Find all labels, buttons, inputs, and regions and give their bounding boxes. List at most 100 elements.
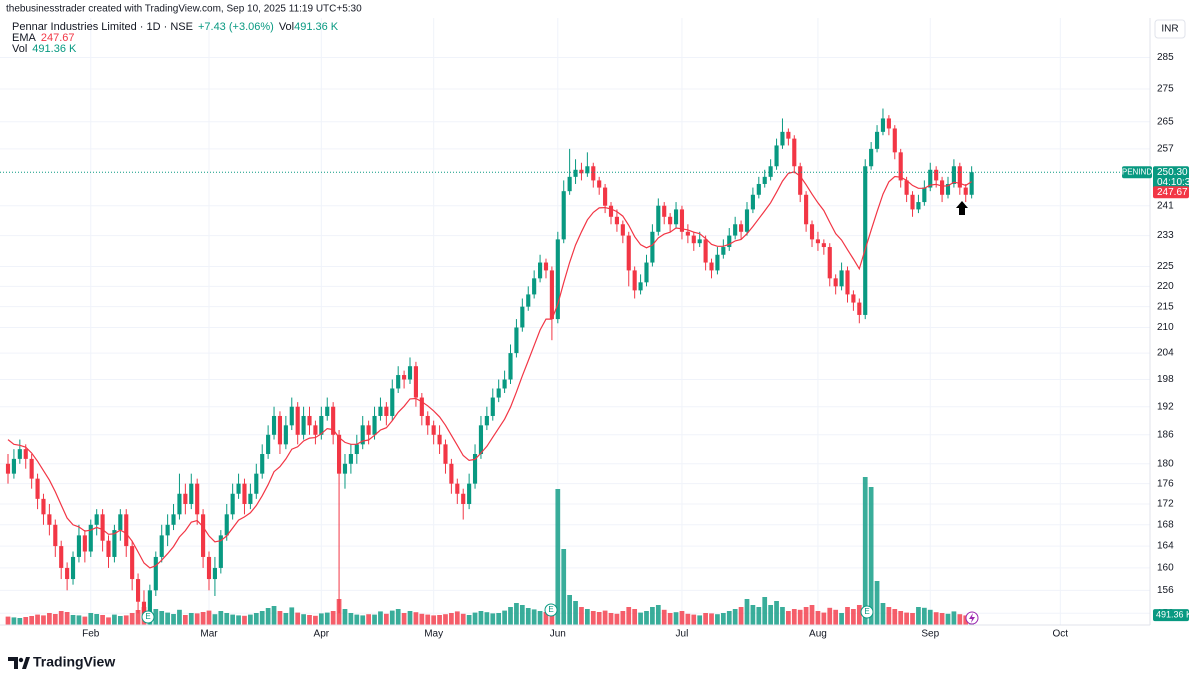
candle-body	[892, 128, 897, 153]
candle-body	[774, 145, 779, 167]
volume-bar	[259, 611, 265, 625]
volume-bar	[614, 613, 620, 625]
volume-bar	[496, 613, 502, 625]
volume-bar	[17, 618, 23, 625]
volume-bar	[555, 489, 561, 625]
volume-bar	[945, 613, 951, 625]
candle-body	[809, 224, 815, 240]
candle-body	[839, 270, 844, 287]
volume-bar	[200, 612, 206, 625]
volume-bar	[449, 613, 454, 625]
candle-body	[922, 187, 927, 203]
volume-bar	[283, 613, 289, 625]
candle-body	[638, 282, 643, 291]
candle-body	[70, 556, 76, 580]
volume-bar	[437, 615, 442, 625]
candle-body	[266, 434, 271, 455]
volume-bar	[786, 611, 791, 625]
volume-bar	[76, 615, 82, 625]
candle-body	[17, 449, 22, 459]
candle-body	[827, 247, 832, 279]
y-tick-label: 210	[1157, 322, 1174, 333]
candle-body	[413, 366, 418, 398]
volume-bar	[490, 613, 496, 625]
currency-box[interactable]	[1154, 19, 1186, 39]
candle-body	[242, 483, 247, 504]
volume-bar	[401, 613, 407, 625]
y-tick-label: 156	[1157, 585, 1174, 596]
ema-line	[7, 171, 972, 569]
y-tick-label: 265	[1157, 116, 1174, 127]
candle-body	[620, 224, 625, 236]
candle-body	[295, 406, 300, 435]
candle-body	[467, 483, 472, 504]
volume-bar	[531, 609, 537, 625]
volume-bar	[478, 611, 484, 625]
volume-bar	[904, 612, 909, 625]
volume-bar	[165, 612, 170, 625]
volume-bar	[360, 615, 366, 625]
volume-bar	[579, 607, 584, 625]
candle-body	[549, 270, 554, 320]
volume-bar	[768, 605, 774, 625]
volume-bar	[803, 607, 809, 625]
volume-bar	[318, 613, 324, 625]
candle-body	[969, 172, 974, 195]
candle-body	[951, 166, 956, 184]
candle-body	[431, 425, 436, 435]
volume-bar	[47, 613, 52, 625]
volume-bar	[425, 614, 431, 625]
candle-body	[608, 205, 614, 217]
candle-body	[685, 231, 690, 236]
candle-body	[502, 379, 507, 389]
volume-bar	[685, 613, 691, 625]
volume-bar	[827, 607, 833, 625]
currency[interactable]: INR	[1161, 24, 1178, 35]
volume-bar	[738, 607, 744, 625]
candle-body	[472, 454, 478, 484]
candle-body	[94, 514, 99, 525]
candle-body	[331, 406, 336, 435]
volume-bar	[851, 609, 856, 625]
candle-body	[425, 415, 430, 426]
volume-bar	[171, 614, 176, 625]
candle-body	[348, 454, 353, 464]
volume-bar	[809, 605, 815, 625]
candle-body	[248, 493, 253, 504]
y-tick-label: 160	[1157, 563, 1174, 574]
volume-bar	[253, 613, 259, 625]
candle-body	[614, 216, 619, 225]
candle-body	[886, 118, 891, 129]
last-price: 250.30	[1157, 167, 1188, 178]
volume-bar	[29, 616, 35, 625]
volume-bar	[188, 613, 194, 625]
volume-bar	[277, 611, 283, 625]
attribution: thebusinesstrader created with TradingVi…	[6, 4, 362, 15]
volume-bar	[58, 611, 64, 625]
volume-bar	[874, 581, 880, 625]
candle-body	[496, 388, 501, 398]
candle-body	[88, 524, 93, 552]
candle-body	[301, 415, 306, 435]
volume-bar	[212, 614, 218, 625]
volume-bar	[638, 612, 643, 625]
arrow-annotation	[956, 201, 968, 215]
candle-body	[673, 209, 679, 225]
ema-price: 247.67	[1157, 187, 1188, 198]
candle-body	[236, 483, 241, 494]
candle-body	[490, 397, 495, 416]
x-tick-label: Feb	[82, 629, 100, 640]
candle-body	[762, 176, 767, 184]
volume-bar	[910, 613, 915, 625]
volume-bar	[762, 597, 768, 625]
volume-bar	[41, 615, 46, 625]
countdown: 04:10:34	[1157, 177, 1196, 188]
candle-body	[940, 180, 945, 195]
candle-body	[65, 567, 70, 580]
candle-body	[851, 294, 856, 303]
y-tick-label: 257	[1157, 144, 1174, 155]
candle-body	[679, 209, 685, 232]
volume-bar	[395, 609, 401, 625]
volume-bar	[194, 613, 200, 625]
